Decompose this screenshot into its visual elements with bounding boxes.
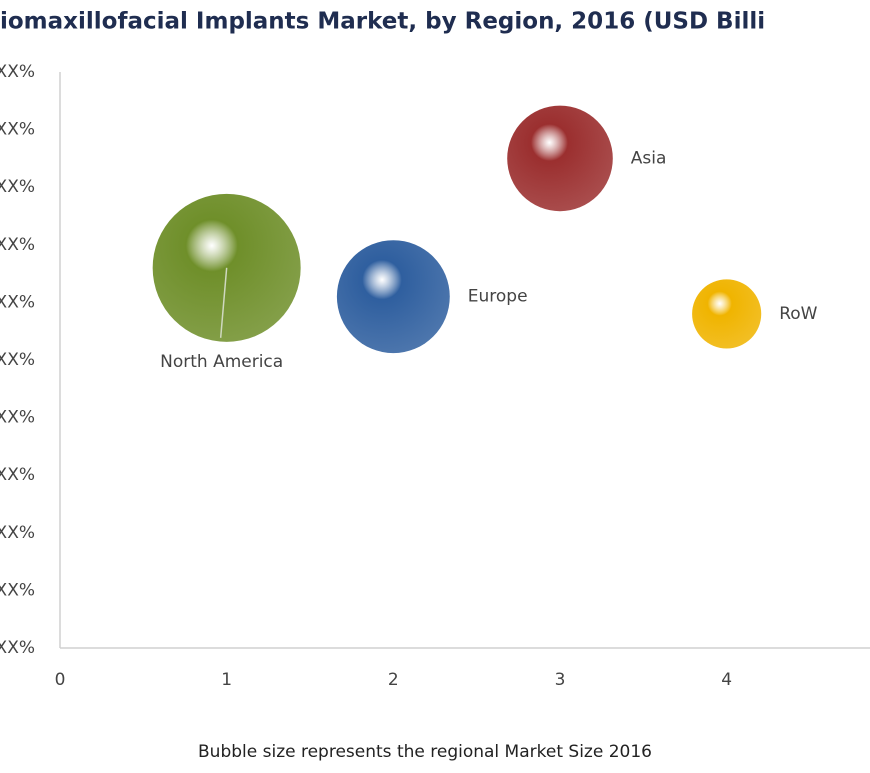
y-tick-label: XX% bbox=[0, 350, 35, 370]
y-tick-label: XX% bbox=[0, 235, 35, 255]
y-tick-label: XX% bbox=[0, 408, 35, 428]
x-tick-label: 2 bbox=[388, 670, 399, 690]
bubble-label: Europe bbox=[468, 287, 528, 307]
y-tick-label: XX% bbox=[0, 465, 35, 485]
y-tick-label: XX% bbox=[0, 177, 35, 197]
bubble-label: Asia bbox=[631, 148, 667, 168]
footnote: Bubble size represents the regional Mark… bbox=[198, 742, 652, 762]
leader-line bbox=[219, 267, 228, 338]
x-tick-label: 3 bbox=[555, 670, 566, 690]
bubble bbox=[152, 193, 301, 342]
y-tick-label: XX% bbox=[0, 523, 35, 543]
bubble-label: North America bbox=[160, 352, 283, 372]
x-tick-label: 1 bbox=[221, 670, 232, 690]
y-tick-label: XX% bbox=[0, 62, 35, 82]
bubble-label: RoW bbox=[779, 304, 817, 324]
bubble bbox=[507, 105, 613, 212]
y-tick-label: XX% bbox=[0, 638, 35, 658]
y-tick-label: XX% bbox=[0, 120, 35, 140]
bubble bbox=[336, 240, 450, 354]
x-tick-label: 4 bbox=[721, 670, 732, 690]
bubble bbox=[692, 279, 762, 349]
y-tick-label: XX% bbox=[0, 580, 35, 600]
y-tick-label: XX% bbox=[0, 292, 35, 312]
x-tick-label: 0 bbox=[55, 670, 66, 690]
chart-title: iomaxillofacial Implants Market, by Regi… bbox=[0, 9, 765, 35]
